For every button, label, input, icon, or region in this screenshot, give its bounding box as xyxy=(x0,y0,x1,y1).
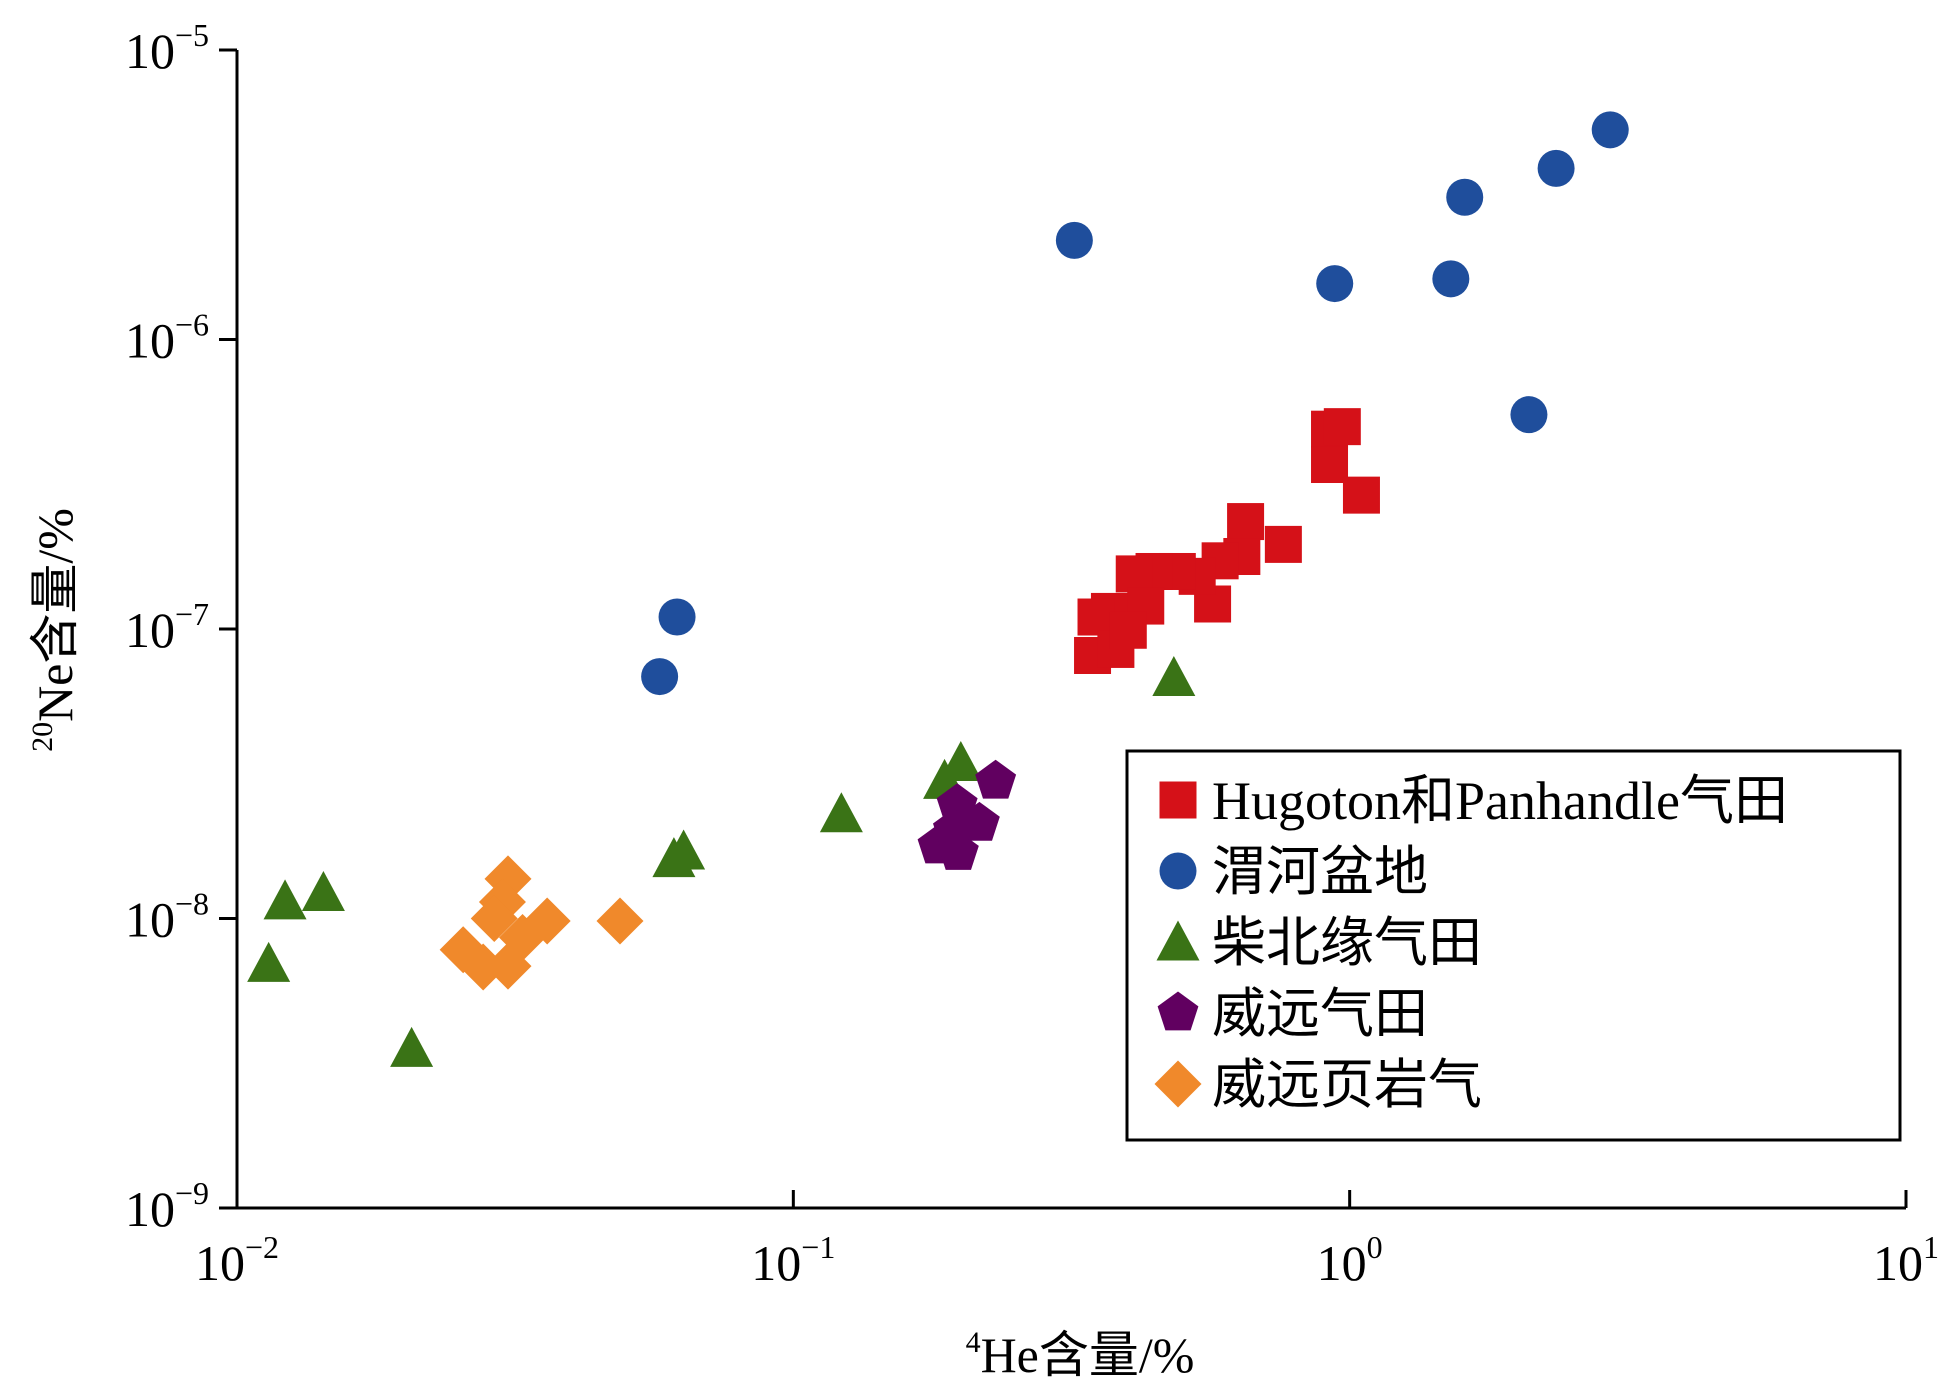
series-square xyxy=(1074,408,1380,674)
data-point-circle xyxy=(658,598,696,636)
legend-label: 威远气田 xyxy=(1212,984,1428,1044)
data-point-diamond xyxy=(470,895,518,942)
y-tick-label: 10−8 xyxy=(125,886,209,948)
data-point-circle xyxy=(1432,260,1470,298)
legend-marker-square xyxy=(1159,781,1197,819)
data-point-triangle xyxy=(939,740,983,781)
data-point-square xyxy=(1227,503,1265,541)
data-point-square xyxy=(1264,525,1302,563)
data-points xyxy=(247,111,1629,1067)
data-point-pentagon xyxy=(933,808,974,848)
y-tick-label: 10−5 xyxy=(125,17,209,79)
data-point-square xyxy=(1077,598,1115,636)
legend-marker-circle xyxy=(1159,852,1197,890)
legend-label: 柴北缘气田 xyxy=(1212,913,1482,973)
data-point-square xyxy=(1323,408,1361,446)
data-point-diamond xyxy=(459,943,507,991)
legend-marker-pentagon xyxy=(1157,991,1199,1031)
data-point-square xyxy=(1115,555,1153,593)
data-point-triangle xyxy=(301,870,345,911)
y-axis-label: 20Ne含量/% xyxy=(26,508,83,752)
data-point-circle xyxy=(1055,221,1093,259)
y-tick-label: 10−9 xyxy=(125,1175,209,1237)
legend-label: 威远页岩气 xyxy=(1212,1055,1482,1115)
legend-label: 渭河盆地 xyxy=(1212,842,1428,902)
data-point-circle xyxy=(641,658,679,696)
data-point-square xyxy=(1311,446,1349,484)
axes: 10−2 10−1 100 101 10−9 10−8 10−7 10−6 10−5 xyxy=(125,17,1939,1291)
data-point-diamond xyxy=(596,897,644,945)
data-point-triangle xyxy=(390,1026,434,1067)
data-point-circle xyxy=(1510,396,1548,434)
x-tick-label: 101 xyxy=(1873,1229,1939,1291)
data-point-circle xyxy=(1316,265,1354,303)
x-tick-label: 10−1 xyxy=(751,1229,835,1291)
data-point-triangle xyxy=(1152,655,1196,696)
series-circle xyxy=(641,111,1629,696)
legend-marker-diamond xyxy=(1154,1060,1202,1108)
data-point-circle xyxy=(1591,111,1629,149)
series-diamond xyxy=(439,855,644,991)
data-point-square xyxy=(1109,611,1147,649)
data-point-diamond xyxy=(499,913,547,961)
y-tick-label: 10−7 xyxy=(125,596,209,658)
legend-box xyxy=(1125,749,1902,1142)
legend-label: Hugoton和Panhandle气田 xyxy=(1212,771,1788,831)
data-point-triangle xyxy=(819,792,863,833)
data-point-circle xyxy=(1537,149,1575,187)
series-triangle xyxy=(247,655,1196,1067)
data-point-triangle xyxy=(263,879,307,920)
x-axis-label: 4He含量/% xyxy=(966,1326,1195,1383)
legend-marker-triangle xyxy=(1156,920,1200,961)
data-point-pentagon xyxy=(975,759,1017,799)
data-point-triangle xyxy=(247,941,291,982)
x-tick-label: 100 xyxy=(1317,1229,1383,1291)
series-pentagon xyxy=(917,759,1017,870)
data-point-triangle xyxy=(662,829,706,870)
data-point-circle xyxy=(1446,178,1484,216)
x-tick-label: 10−2 xyxy=(195,1229,279,1291)
data-point-square xyxy=(1342,476,1380,514)
y-tick-label: 10−6 xyxy=(125,307,209,369)
